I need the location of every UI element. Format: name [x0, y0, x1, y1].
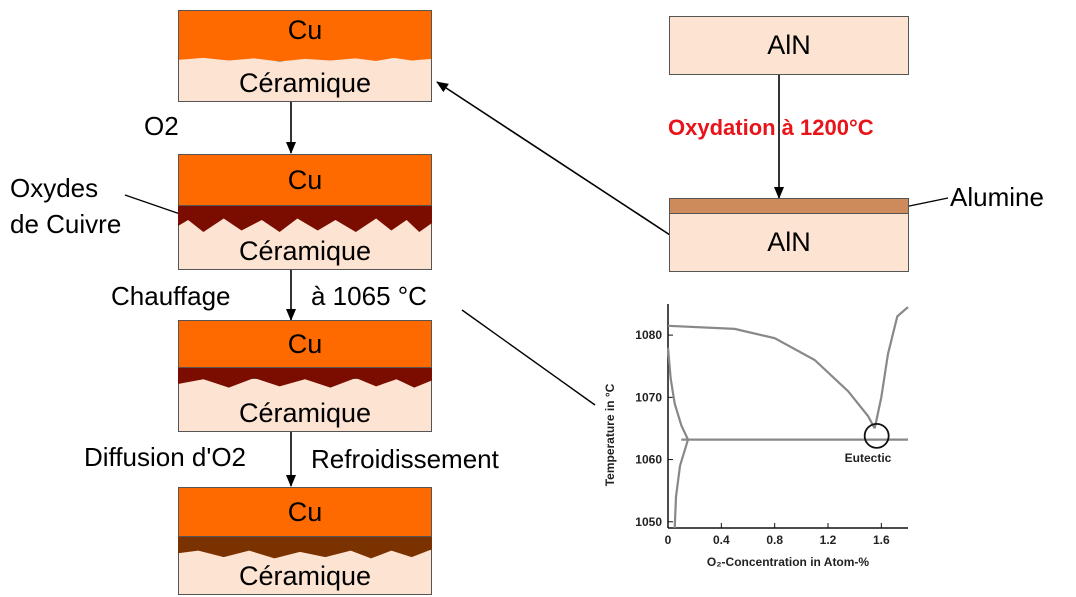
chart-xlabel: O₂-Concentration in Atom-% [707, 555, 870, 569]
chart-x-tick-label: 0 [665, 533, 672, 547]
copper-label: Cu [287, 328, 323, 359]
ceramic-label: Céramique [238, 398, 372, 428]
aln-with-alumina: AlN [669, 198, 909, 272]
chart-phase-line-5 [873, 306, 909, 429]
aln-top-label: AlN [767, 30, 811, 60]
chart-eutectic-annotation: Eutectic [845, 451, 892, 465]
chart-phase-line-4 [673, 439, 690, 529]
stack-heated: Céramique Cu [178, 320, 432, 432]
chart-y-tick-label: 1050 [635, 515, 662, 529]
copper-label: Cu [287, 15, 323, 45]
oxidation-label: Oxydation à 1200°C [668, 115, 874, 140]
oxides-label-line1: Oxydes [10, 173, 99, 203]
leader-eutectic [461, 309, 596, 406]
alumina-layer [669, 198, 909, 214]
aln-bottom-label: AlN [767, 227, 811, 257]
copper-layer: Cu [178, 320, 432, 368]
leader-oxides [124, 194, 184, 216]
chart-x-tick-label: 0.8 [766, 533, 783, 547]
copper-layer: Cu [178, 487, 432, 537]
aln-box-bottom: AlN [669, 213, 909, 272]
ceramic-label: Céramique [238, 561, 372, 591]
chart-eutectic-marker [863, 423, 890, 449]
arrow-alumina-to-ceramic [436, 81, 671, 236]
heating-temp-label: à 1065 °C [311, 281, 427, 311]
o2-label: O2 [144, 111, 179, 141]
phase-diagram-chart: 0 0.4 0.8 1.2 1.6 1050 1060 1070 1080 Temperatur… [603, 304, 909, 569]
stack-initial: Céramique Cu [178, 10, 432, 102]
chart-phase-line-1 [667, 324, 876, 429]
copper-label: Cu [287, 496, 323, 527]
copper-label: Cu [287, 164, 323, 195]
chart-x-tick-label: 0.4 [713, 533, 730, 547]
stack-bonded: Céramique Cu [178, 487, 432, 595]
alumina-label: Alumine [950, 182, 1044, 212]
copper-oxide-layer [178, 366, 432, 388]
copper-layer: Cu [178, 154, 432, 206]
copper-layer: Cu [178, 10, 432, 62]
diffused-oxide-layer [178, 535, 432, 559]
ceramic-label: Céramique [238, 68, 372, 98]
aln-box-top: AlN [669, 16, 909, 75]
chart-ylabel: Temperature in °C [603, 383, 617, 486]
chart-y-tick-label: 1060 [635, 453, 662, 467]
heating-label: Chauffage [111, 281, 231, 311]
ceramic-label: Céramique [238, 236, 372, 266]
cooling-label: Refroidissement [311, 444, 499, 474]
ceramic-layer: Céramique [178, 549, 432, 595]
chart-y-tick-label: 1080 [635, 328, 662, 342]
oxides-label-line2: de Cuivre [10, 209, 122, 239]
ceramic-layer: Céramique [178, 378, 432, 432]
chart-y-tick-label: 1070 [635, 390, 662, 404]
diffusion-label: Diffusion d'O2 [84, 442, 247, 472]
chart-x-tick-label: 1.2 [820, 533, 837, 547]
chart-x-tick-label: 1.6 [873, 533, 890, 547]
stack-oxidized: Céramique Cu [178, 154, 432, 270]
ceramic-layer: Céramique [178, 56, 432, 102]
chart-phase-line-3 [666, 347, 689, 441]
